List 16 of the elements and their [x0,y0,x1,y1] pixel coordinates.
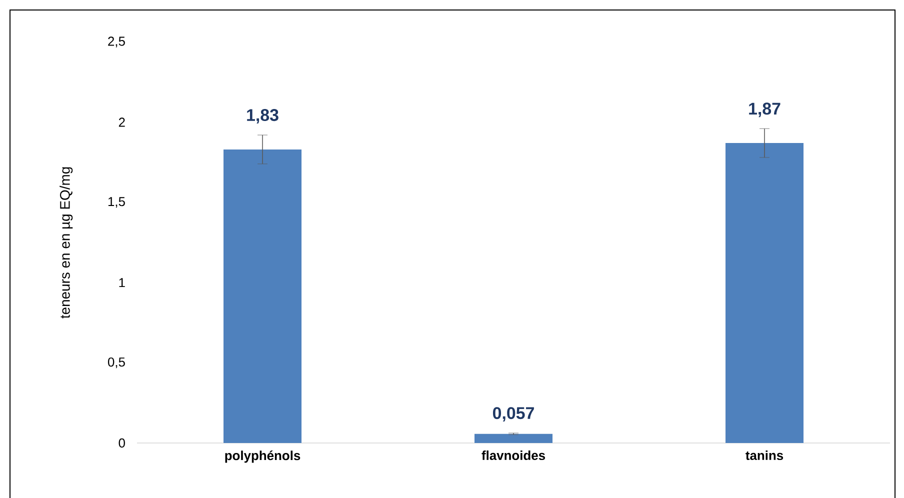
bar [474,434,553,443]
y-tick-label: 1 [119,278,125,288]
x-tick-label: tanins [746,450,784,460]
y-tick-label: 1,5 [108,197,125,208]
y-tick-label: 2,5 [108,36,125,48]
bar [726,143,804,443]
x-tick-label: polyphénols [225,450,300,463]
data-label: 1,83 [247,109,278,124]
x-tick-label: flavnoides [482,450,546,460]
y-tick-label: 0 [118,438,125,448]
y-axis-title: teneurs en en µg EQ/mg [60,167,73,318]
data-label: 1,87 [749,102,780,118]
bar [224,149,302,443]
data-label: 0,057 [492,407,534,422]
y-tick-label: 2 [118,118,125,127]
y-tick-label: 0,5 [108,357,125,368]
